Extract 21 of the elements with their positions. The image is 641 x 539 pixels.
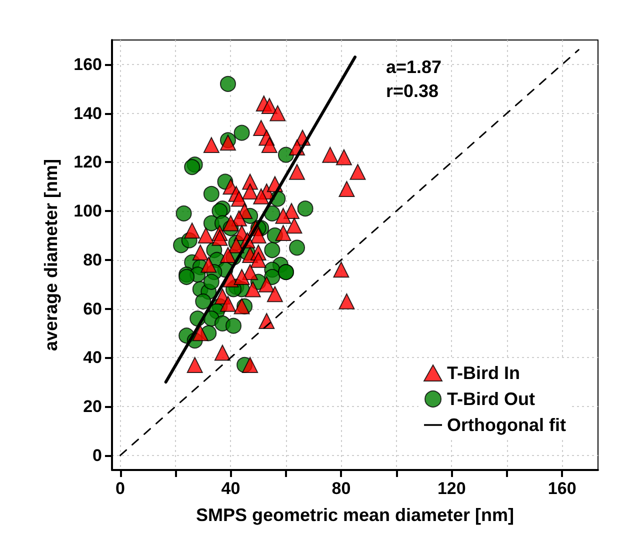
x-tick-label: 120 <box>437 479 466 498</box>
x-tick-label: 80 <box>332 479 351 498</box>
legend-label: T-Bird Out <box>447 389 536 409</box>
x-axis-title: SMPS geometric mean diameter [nm] <box>196 505 514 525</box>
y-tick-label: 140 <box>74 104 102 123</box>
y-tick-label: 80 <box>83 250 102 270</box>
x-tick-label: 40 <box>221 479 240 498</box>
x-tick-label: 160 <box>548 479 576 498</box>
x-tick-label: 0 <box>116 479 126 498</box>
y-tick-label: 100 <box>74 202 102 221</box>
y-tick-label: 0 <box>92 446 102 465</box>
y-tick-label: 60 <box>83 299 102 318</box>
y-axis-title: average diameter [nm] <box>41 158 61 352</box>
annotation: a=1.87 <box>386 57 442 77</box>
y-tick-label: 20 <box>83 396 102 416</box>
y-tick-label: 160 <box>74 54 102 74</box>
legend-label: Orthogonal fit <box>447 415 566 435</box>
annotation: r=0.38 <box>386 81 439 101</box>
y-tick-label: 120 <box>74 152 102 172</box>
y-tick-label: 40 <box>83 348 102 368</box>
legend-label: T-Bird In <box>447 363 520 383</box>
